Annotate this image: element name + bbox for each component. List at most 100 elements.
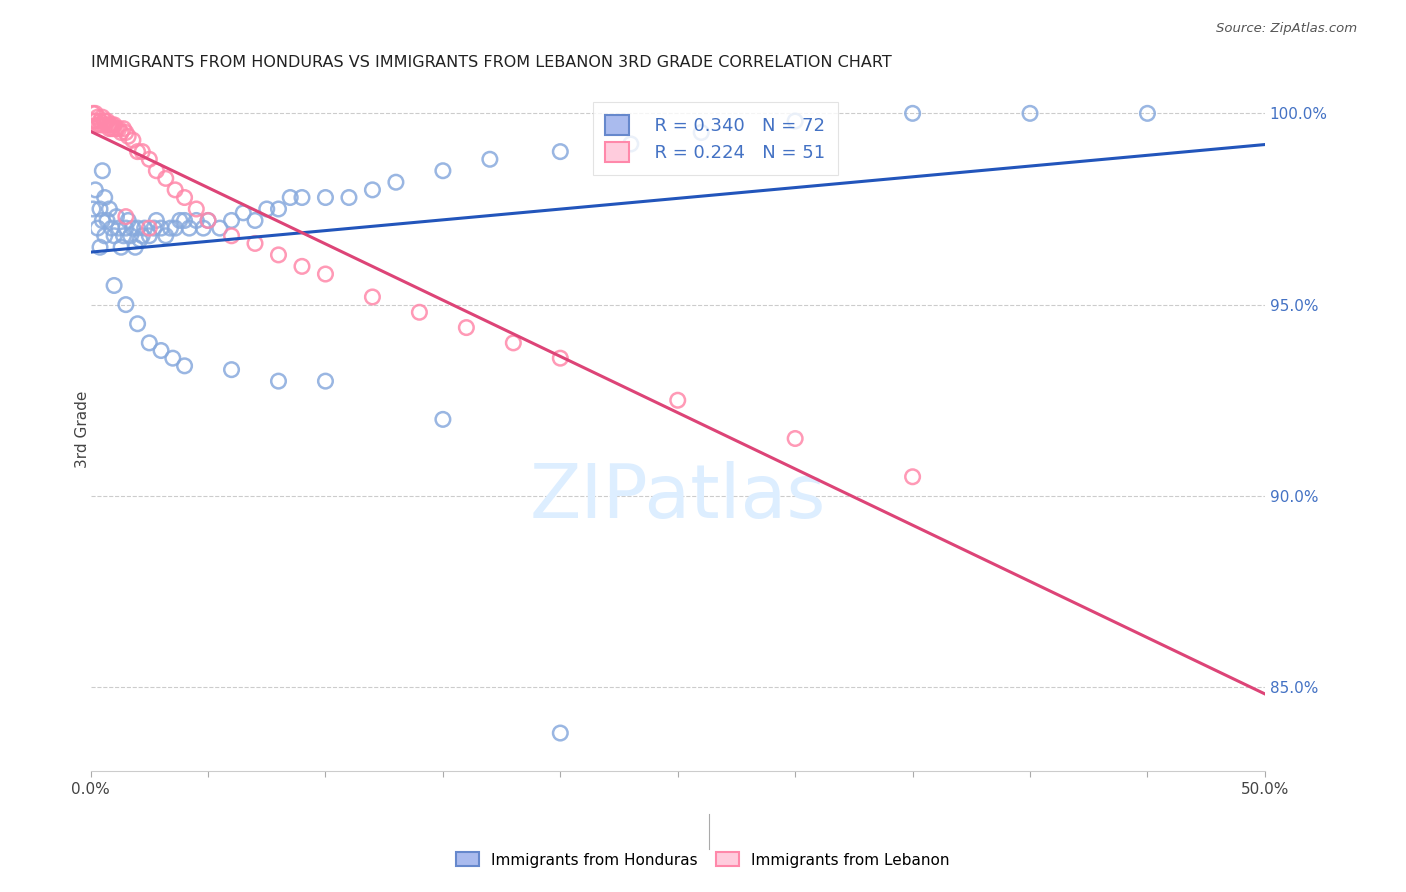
Point bbox=[129, 233, 152, 247]
Point bbox=[115, 221, 138, 235]
Point bbox=[100, 221, 122, 235]
Point bbox=[138, 228, 160, 243]
Point bbox=[91, 110, 114, 124]
Point bbox=[169, 213, 191, 227]
Point bbox=[162, 351, 184, 366]
Point bbox=[122, 221, 145, 235]
Point bbox=[173, 190, 195, 204]
Point bbox=[138, 153, 160, 167]
Point bbox=[103, 278, 125, 293]
Point bbox=[690, 126, 713, 140]
Point bbox=[127, 317, 149, 331]
Point bbox=[267, 202, 290, 216]
Point bbox=[243, 213, 266, 227]
Point bbox=[96, 118, 118, 132]
Point bbox=[131, 145, 153, 159]
Point bbox=[145, 163, 167, 178]
Point bbox=[93, 228, 115, 243]
Point bbox=[197, 213, 219, 227]
Point bbox=[314, 374, 336, 388]
Point bbox=[134, 221, 156, 235]
Point bbox=[901, 106, 924, 120]
Point bbox=[98, 118, 121, 132]
Point bbox=[91, 118, 114, 132]
Point bbox=[110, 126, 132, 140]
Point bbox=[620, 136, 643, 151]
Point bbox=[145, 213, 167, 227]
Text: IMMIGRANTS FROM HONDURAS VS IMMIGRANTS FROM LEBANON 3RD GRADE CORRELATION CHART: IMMIGRANTS FROM HONDURAS VS IMMIGRANTS F… bbox=[90, 55, 891, 70]
Point bbox=[105, 121, 128, 136]
Point bbox=[550, 351, 572, 366]
Point bbox=[124, 240, 146, 254]
Point bbox=[89, 240, 111, 254]
Point bbox=[84, 106, 107, 120]
Point bbox=[337, 190, 360, 204]
Point bbox=[115, 126, 138, 140]
Point bbox=[165, 183, 187, 197]
Y-axis label: 3rd Grade: 3rd Grade bbox=[75, 391, 90, 467]
Point bbox=[208, 221, 231, 235]
Point bbox=[186, 213, 208, 227]
Point bbox=[120, 228, 142, 243]
Point bbox=[456, 320, 478, 334]
Point bbox=[432, 163, 454, 178]
Point bbox=[267, 248, 290, 262]
Point bbox=[232, 206, 254, 220]
Point bbox=[82, 114, 104, 128]
Point bbox=[221, 362, 243, 376]
Point bbox=[86, 118, 108, 132]
Point bbox=[115, 298, 138, 312]
Text: ZIPatlas: ZIPatlas bbox=[530, 461, 825, 534]
Point bbox=[785, 114, 807, 128]
Point bbox=[117, 213, 139, 227]
Point bbox=[103, 228, 125, 243]
Point bbox=[112, 228, 135, 243]
Point bbox=[82, 106, 104, 120]
Point bbox=[785, 432, 807, 446]
Point bbox=[1019, 106, 1042, 120]
Point bbox=[221, 228, 243, 243]
Point bbox=[103, 121, 125, 136]
Point bbox=[96, 213, 118, 227]
Point bbox=[179, 221, 201, 235]
Point bbox=[89, 114, 111, 128]
Point bbox=[502, 335, 524, 350]
Point bbox=[550, 145, 572, 159]
Point bbox=[91, 213, 114, 227]
Point bbox=[901, 469, 924, 483]
Point bbox=[314, 267, 336, 281]
Point bbox=[314, 190, 336, 204]
Point bbox=[84, 183, 107, 197]
Point bbox=[100, 121, 122, 136]
Point bbox=[98, 121, 121, 136]
Point bbox=[131, 228, 153, 243]
Point bbox=[432, 412, 454, 426]
Point bbox=[291, 260, 314, 274]
Point bbox=[408, 305, 430, 319]
Point bbox=[115, 210, 138, 224]
Point bbox=[105, 210, 128, 224]
Point bbox=[86, 110, 108, 124]
Point bbox=[173, 359, 195, 373]
Point bbox=[107, 221, 129, 235]
Point bbox=[173, 213, 195, 227]
Point bbox=[93, 118, 115, 132]
Point bbox=[278, 190, 301, 204]
Legend: Immigrants from Honduras, Immigrants from Lebanon: Immigrants from Honduras, Immigrants fro… bbox=[450, 847, 956, 873]
Point bbox=[84, 114, 107, 128]
Point bbox=[291, 190, 314, 204]
Point bbox=[122, 133, 145, 147]
Point bbox=[478, 153, 501, 167]
Point bbox=[1136, 106, 1159, 120]
Point bbox=[138, 335, 160, 350]
Point bbox=[155, 228, 177, 243]
Point bbox=[86, 221, 108, 235]
Point bbox=[361, 290, 384, 304]
Point bbox=[361, 183, 384, 197]
Point bbox=[150, 221, 173, 235]
Point bbox=[243, 236, 266, 251]
Point bbox=[112, 121, 135, 136]
Point bbox=[107, 121, 129, 136]
Point bbox=[197, 213, 219, 227]
Point bbox=[91, 163, 114, 178]
